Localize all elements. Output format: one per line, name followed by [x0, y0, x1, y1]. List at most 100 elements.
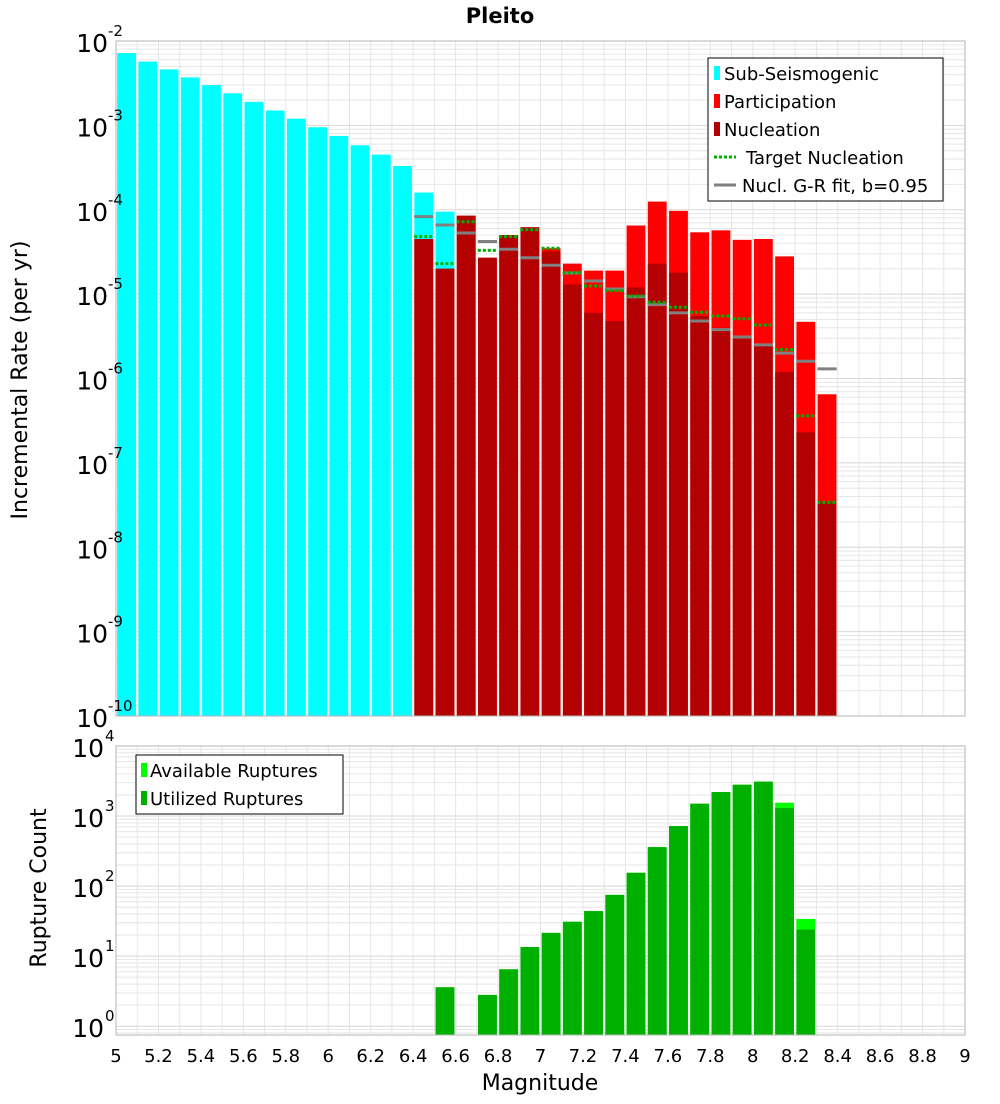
- y-tick-exponent: 4: [105, 727, 115, 745]
- legend-swatch: [714, 94, 720, 108]
- y-tick-label: 10 -10: [76, 697, 132, 733]
- sub-seismogenic-bar: [223, 93, 243, 716]
- nucleation-bar: [626, 287, 646, 716]
- sub-seismogenic-bar: [308, 127, 328, 716]
- sub-seismogenic-bar: [244, 101, 264, 716]
- y-tick-base: 10: [76, 704, 108, 733]
- legend-label: Nucl. G-R fit, b=0.95: [742, 176, 928, 197]
- utilized-ruptures-bar: [690, 803, 710, 1035]
- y-tick-label: 10 -5: [76, 275, 123, 311]
- x-tick-label: 6.8: [484, 1046, 513, 1067]
- legend-label: Utilized Ruptures: [150, 789, 303, 810]
- nucleation-bar: [753, 344, 773, 716]
- utilized-ruptures-bar: [435, 987, 455, 1035]
- y-tick-label: 10 -2: [76, 22, 123, 58]
- rate-legend: Sub-Seismogenic Participation Nucleation Ta…: [707, 57, 944, 202]
- rate-lines: [414, 215, 837, 504]
- x-tick-label: 5: [110, 1046, 121, 1067]
- y-tick-base: 10: [72, 734, 104, 763]
- nucleation-bar: [584, 312, 603, 716]
- nucleation-bar: [732, 338, 752, 716]
- y-tick-label: 10 -9: [76, 613, 123, 649]
- y-tick-exponent: -7: [108, 444, 123, 462]
- y-tick-label: 10 -7: [76, 444, 123, 480]
- y-tick-exponent: -4: [108, 191, 123, 209]
- y-tick-label: 10 -3: [76, 106, 123, 142]
- legend-swatch: [714, 122, 720, 136]
- sub-seismogenic-bar: [350, 145, 370, 717]
- legend-swatch: [141, 791, 147, 805]
- y-tick-exponent: -8: [108, 528, 123, 546]
- x-tick-label: 7.2: [569, 1046, 598, 1067]
- y-tick-exponent: 2: [105, 867, 115, 885]
- nucleation-bar: [605, 321, 625, 716]
- sub-seismogenic-bar: [159, 69, 179, 716]
- x-tick-label: 6.2: [356, 1046, 385, 1067]
- x-tick-label: 8: [747, 1046, 758, 1067]
- utilized-ruptures-bar: [541, 932, 561, 1035]
- utilized-ruptures-bar: [520, 947, 540, 1035]
- nucleation-bar: [435, 268, 455, 716]
- sub-seismogenic-bar: [265, 110, 285, 716]
- utilized-ruptures-bar: [796, 929, 816, 1035]
- sub-seismogenic-bar: [393, 166, 412, 717]
- y-tick-base: 10: [76, 113, 108, 142]
- rate-plot-frame: [115, 40, 966, 717]
- chart-title: Pleito: [466, 4, 535, 28]
- legend-label: Nucleation: [724, 120, 820, 141]
- rate-bars: [117, 53, 837, 717]
- utilized-ruptures-bar: [626, 872, 646, 1035]
- legend-swatch: [141, 763, 147, 777]
- y-tick-base: 10: [76, 451, 108, 480]
- utilized-ruptures-bar: [478, 994, 497, 1035]
- y-tick-base: 10: [76, 535, 108, 564]
- rupture-plot-frame: [115, 745, 966, 1036]
- utilized-ruptures-bar: [669, 826, 688, 1035]
- x-tick-label: 7.4: [611, 1046, 640, 1067]
- y-tick-exponent: -5: [108, 275, 123, 293]
- x-tick-label: 6.4: [399, 1046, 428, 1067]
- y-tick-base: 10: [72, 804, 104, 833]
- utilized-ruptures-bar: [753, 781, 773, 1035]
- x-tick-label: 5.2: [144, 1046, 173, 1067]
- nucleation-bar: [541, 251, 561, 716]
- x-tick-label: 9: [959, 1046, 970, 1067]
- nucleation-bar: [562, 284, 582, 716]
- rupture-grid: [116, 746, 966, 1035]
- y-tick-base: 10: [72, 874, 104, 903]
- y-tick-exponent: 3: [105, 797, 115, 815]
- nucleation-bar: [775, 371, 794, 716]
- x-tick-label: 7: [535, 1046, 546, 1067]
- sub-seismogenic-bar: [138, 61, 158, 716]
- y-tick-exponent: -6: [108, 360, 123, 378]
- sub-seismogenic-bar: [180, 77, 200, 716]
- x-axis-label: Magnitude: [482, 1071, 599, 1096]
- y-tick-base: 10: [76, 620, 108, 649]
- x-tick-label: 8.4: [823, 1046, 852, 1067]
- legend-label: Available Ruptures: [150, 761, 318, 782]
- nucleation-bar: [520, 227, 540, 716]
- sub-seismogenic-bar: [371, 154, 391, 716]
- x-tick-label: 7.8: [696, 1046, 725, 1067]
- nucleation-bar: [499, 235, 519, 716]
- y-tick-label: 10 -6: [76, 360, 123, 396]
- y-tick-label: 10 -8: [76, 528, 123, 564]
- rupture-legend: Available Ruptures Utilized Ruptures: [135, 754, 344, 815]
- y-tick-base: 10: [76, 282, 108, 311]
- rupture-y-axis-label: Rupture Count: [27, 808, 52, 968]
- nucleation-bar: [456, 215, 476, 717]
- x-tick-label: 8.6: [866, 1046, 895, 1067]
- y-tick-base: 10: [76, 367, 108, 396]
- y-tick-label: 10 1: [72, 937, 114, 973]
- y-tick-base: 10: [76, 29, 108, 58]
- y-tick-exponent: 1: [105, 937, 115, 955]
- y-tick-exponent: -10: [108, 697, 133, 715]
- y-tick-base: 10: [76, 198, 108, 227]
- x-tick-label: 5.6: [229, 1046, 258, 1067]
- y-tick-base: 10: [72, 1014, 104, 1043]
- y-tick-exponent: -9: [108, 613, 123, 631]
